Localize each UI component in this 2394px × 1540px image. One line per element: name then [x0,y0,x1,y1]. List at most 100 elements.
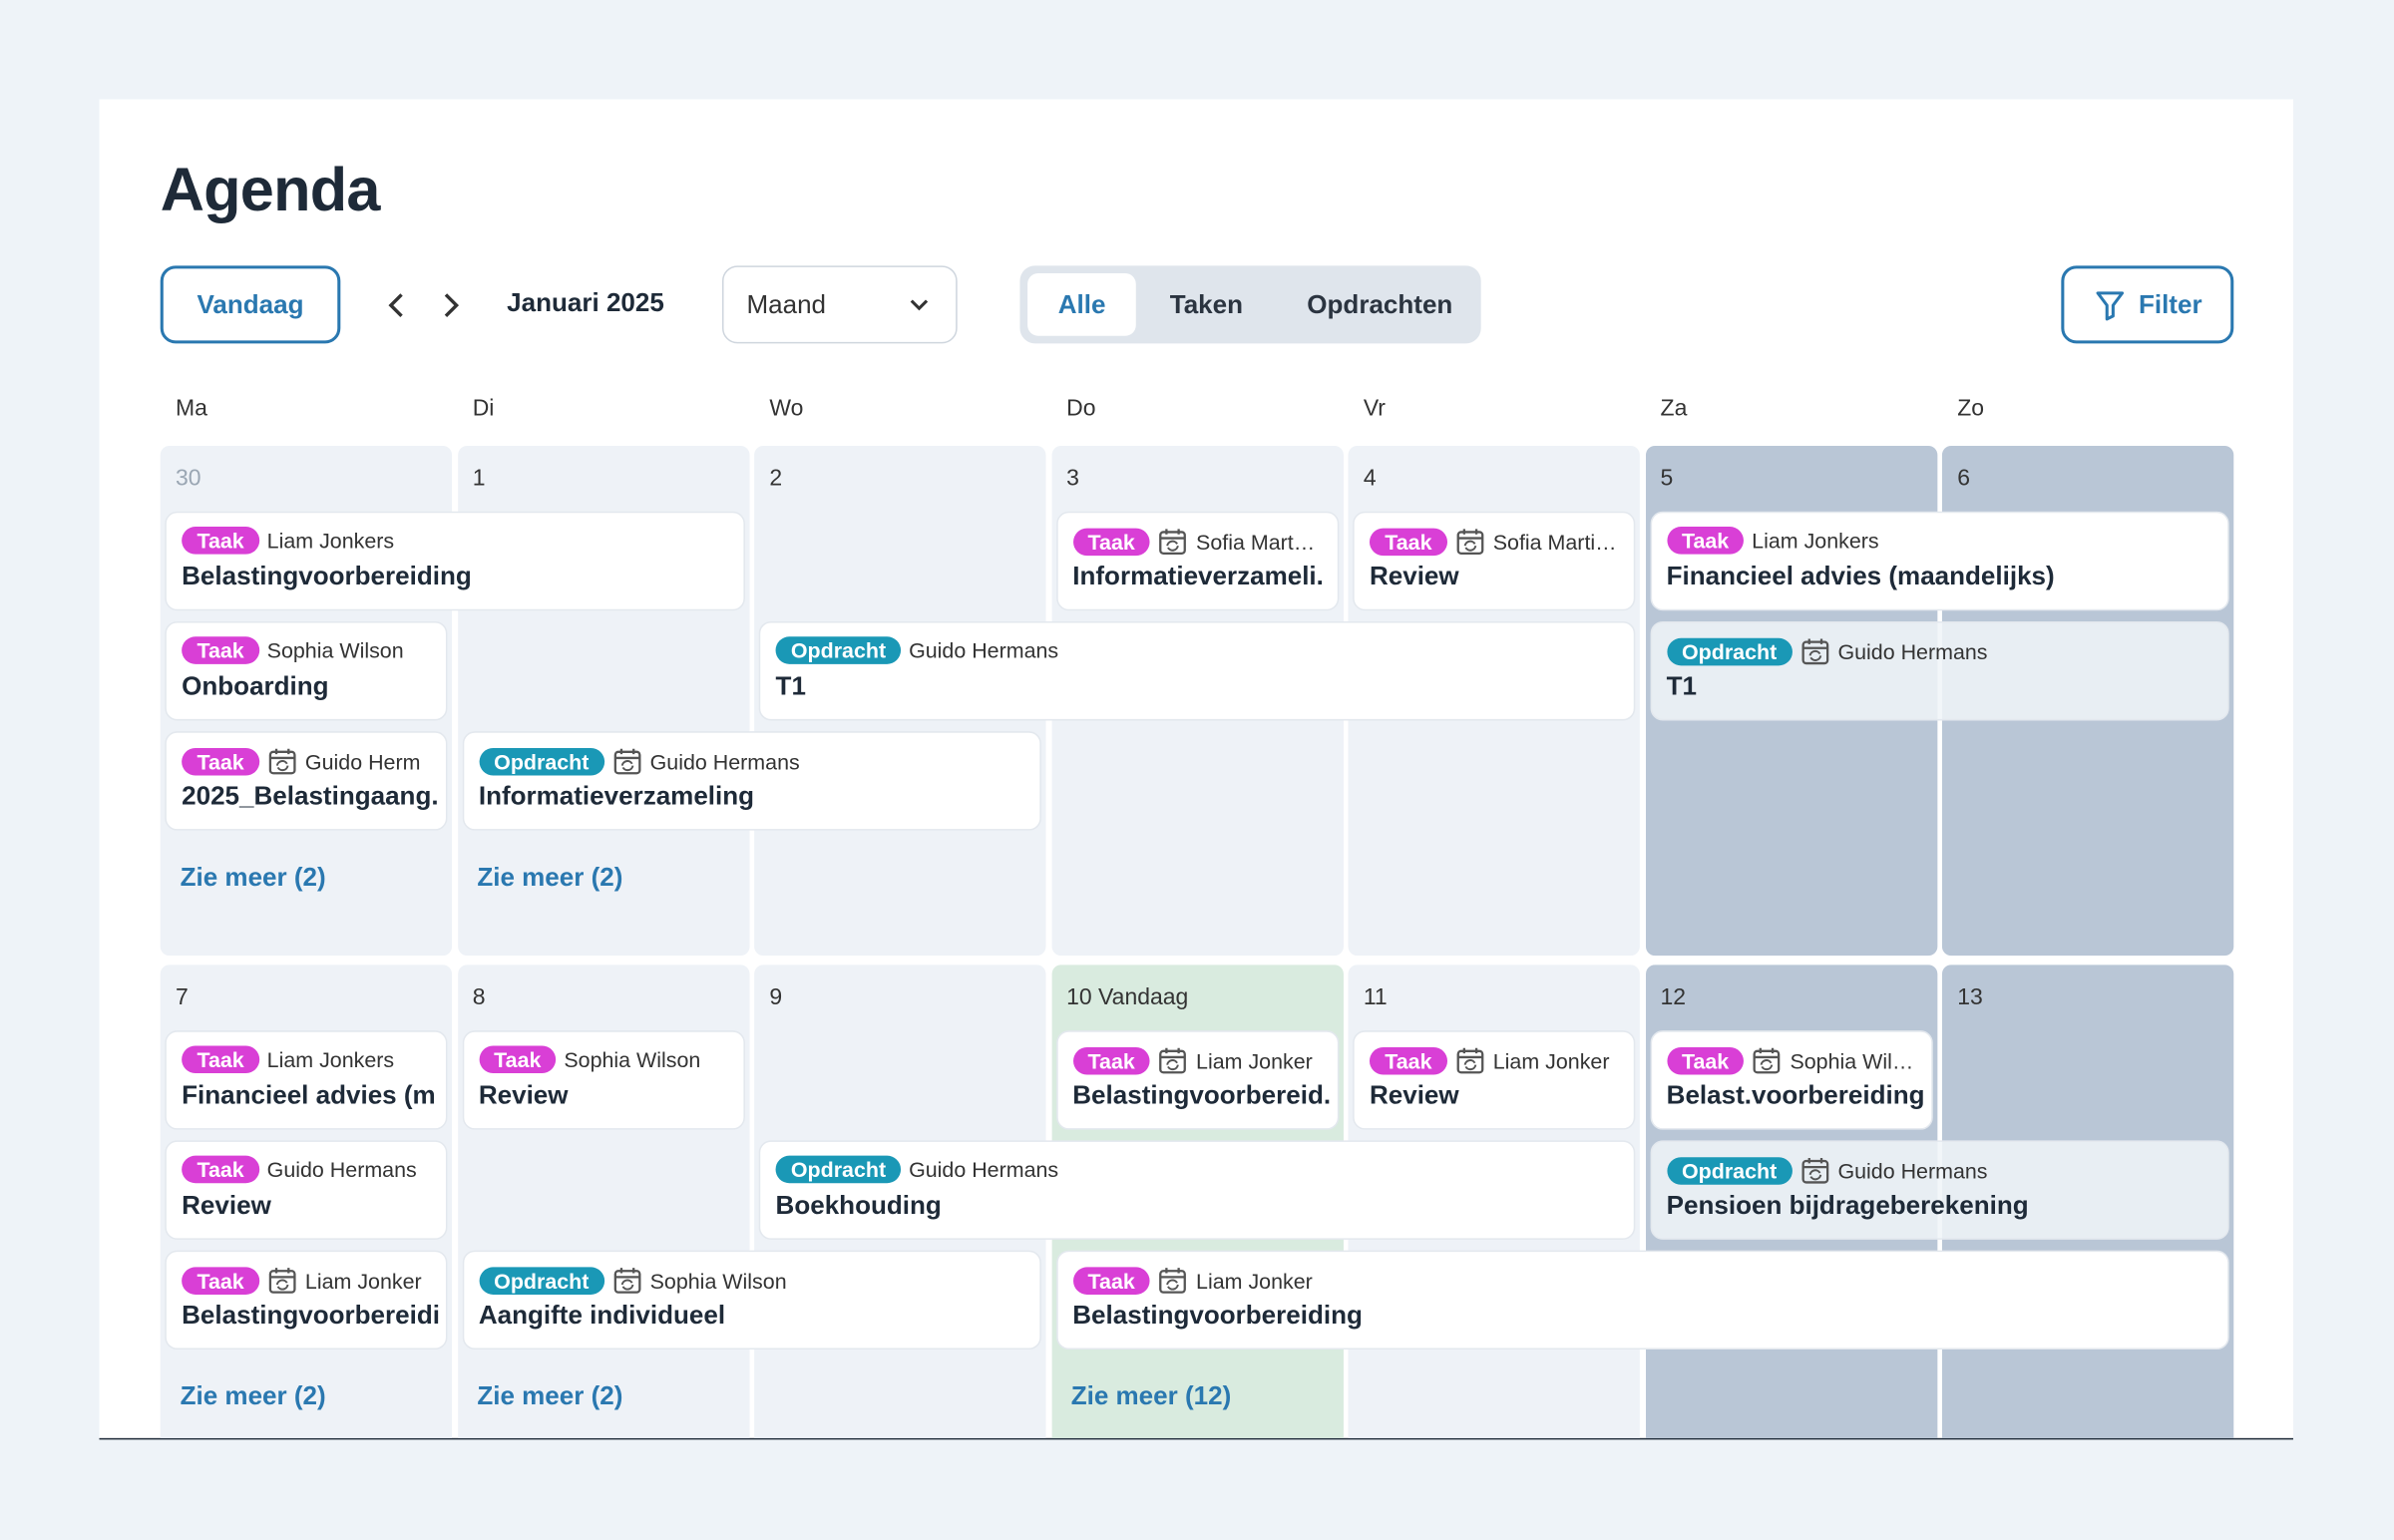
today-button[interactable]: Vandaag [160,265,341,344]
event-card[interactable]: Taak Sophia Wilson Review [462,1030,745,1130]
event-person: Liam Jonker [1196,1268,1313,1294]
event-meta: Opdracht Guido Hermans [1666,1156,1988,1187]
page-title: Agenda [160,157,381,224]
event-card[interactable]: Taak Sofia Marti… Review [1353,511,1636,611]
event-person: Guido Herm [304,749,421,775]
event-card[interactable]: Taak Guido Herm 2025_Belastingaang. [165,731,448,831]
event-person: Liam Jonker [304,1268,422,1294]
event-tag: Taak [1369,1046,1447,1075]
event-person: Liam Jonkers [266,528,395,554]
event-meta: Taak Liam Jonker [1072,1266,1313,1297]
event-card[interactable]: Opdracht Guido Hermans Pensioen bijdragebe… [1649,1140,2229,1240]
event-person: Guido Hermans [266,1157,417,1182]
event-card[interactable]: Opdracht Sophia Wilson Aangifte individuee… [462,1250,1041,1350]
event-title: Belastingvoorbereiding [182,562,472,591]
segment-control: Alle Taken Opdrachten [1019,265,1481,344]
event-tag: Taak [182,1045,260,1074]
event-person: Guido Hermans [909,637,1059,663]
event-card[interactable]: Taak Sofia Mart… Informatieverzameli. [1055,511,1339,611]
event-card[interactable]: Opdracht Guido Hermans Boekhouding [758,1140,1636,1240]
event-title: Financieel advies (maandelijks) [1666,562,2055,591]
day-date: 3 [1066,465,1079,492]
event-card[interactable]: Taak Sophia Wil… Belast.voorbereiding [1649,1030,1932,1130]
event-person: Guido Hermans [1837,639,1988,664]
event-title: Belast.voorbereiding [1666,1080,1925,1110]
calendar-grid: Ma Di Wo Do Vr Za Zo 30 Zie meer (2) 1 Zie meer (2… [99,99,2292,1438]
event-meta: Taak Sophia Wilson [478,1045,701,1074]
event-card[interactable]: Taak Sophia Wilson Onboarding [165,620,448,721]
day-date: 12 [1660,984,1687,1011]
event-title: Belastingvoorbereid. [1072,1080,1332,1110]
event-title: Onboarding [182,671,329,701]
recurring-icon [1456,1047,1484,1074]
event-title: Review [182,1190,271,1220]
day-number: 30 [176,466,201,492]
event-person: Sophia Wilson [564,1046,701,1072]
event-title: T1 [775,671,806,701]
event-person: Guido Hermans [909,1157,1059,1182]
event-person: Guido Hermans [1837,1158,1988,1184]
event-tag: Taak [1072,1046,1151,1075]
event-title: Belastingvoorbereidi [182,1301,440,1331]
event-card[interactable]: Taak Liam Jonkers Financieel advies (m [165,1030,448,1130]
day-number: 9 [769,984,782,1010]
event-title: T1 [1666,671,1698,701]
see-more-link[interactable]: Zie meer (12) [1070,1381,1232,1411]
event-tag: Taak [1072,528,1151,557]
event-meta: Opdracht Guido Hermans [478,746,800,777]
recurring-icon [1801,1157,1828,1184]
event-title: Review [1369,1080,1459,1110]
weekday-label: Ma [176,395,207,422]
recurring-icon [1456,529,1484,555]
day-number: 8 [473,984,486,1010]
filter-button[interactable]: Filter [2061,265,2234,344]
event-card[interactable]: Taak Liam Jonkers Financieel advies (maand… [1649,511,2229,611]
event-person: Sofia Marti… [1492,530,1617,555]
day-number: 4 [1364,466,1377,492]
event-tag: Taak [182,747,260,776]
event-meta: Taak Liam Jonkers [1666,527,1879,555]
event-title: Informatieverzameling [478,781,755,811]
event-card[interactable]: Opdracht Guido Hermans T1 [1649,620,2229,721]
previous-button[interactable] [380,288,414,322]
recurring-icon [613,1268,641,1294]
day-date: 7 [176,984,189,1011]
event-card[interactable]: Taak Liam Jonker Belastingvoorbereiding [1055,1250,2229,1350]
see-more-link[interactable]: Zie meer (2) [477,862,623,892]
view-select[interactable]: Maand [721,265,958,344]
event-card[interactable]: Taak Liam Jonker Review [1353,1030,1636,1130]
segment-option[interactable]: Taken [1169,289,1244,319]
event-tag: Opdracht [775,636,902,664]
see-more-link[interactable]: Zie meer (2) [180,862,326,892]
segment-option[interactable]: Alle [1027,272,1137,336]
event-title: Informatieverzameli. [1072,562,1324,591]
see-more-link[interactable]: Zie meer (2) [477,1381,623,1411]
event-card[interactable]: Opdracht Guido Hermans Informatieverzameli… [462,731,1041,831]
recurring-icon [1159,1268,1187,1294]
day-number: 7 [176,984,189,1010]
day-number: 10 Vandaag [1066,984,1188,1010]
day-number: 2 [769,466,782,492]
event-title: Review [478,1080,569,1110]
day-date: 5 [1660,465,1674,492]
segment-option[interactable]: Opdrachten [1307,289,1453,319]
event-meta: Opdracht Guido Hermans [1666,636,1988,667]
see-more-link[interactable]: Zie meer (2) [180,1381,326,1411]
event-card[interactable]: Taak Liam Jonker Belastingvoorbereidi [165,1250,448,1350]
event-title: Boekhouding [775,1190,942,1220]
weekday-label: Zo [1957,395,1985,422]
event-card[interactable]: Opdracht Guido Hermans T1 [758,620,1636,721]
day-date: 13 [1957,984,1983,1011]
event-card[interactable]: Taak Liam Jonker Belastingvoorbereid. [1055,1030,1339,1130]
day-number: 3 [1066,466,1079,492]
period-label: Januari 2025 [507,288,664,318]
event-tag: Opdracht [775,1155,902,1184]
event-card[interactable]: Taak Liam Jonkers Belastingvoorbereiding [165,511,745,611]
day-date: 6 [1957,465,1971,492]
event-tag: Taak [182,527,260,555]
event-card[interactable]: Taak Guido Hermans Review [165,1140,448,1240]
event-person: Sophia Wilson [266,637,404,663]
next-button[interactable] [434,288,468,322]
